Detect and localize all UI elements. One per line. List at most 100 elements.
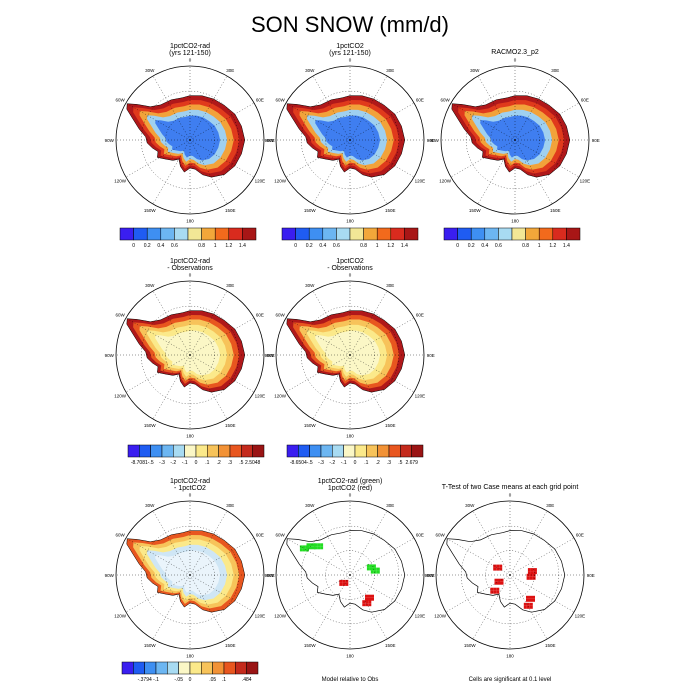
grid-cell: [496, 587, 500, 591]
meridian: [450, 102, 516, 141]
grid-cell: [306, 546, 310, 550]
grid-cell: [526, 602, 530, 606]
longitude-label: 120W: [274, 613, 287, 618]
meridian: [285, 139, 351, 178]
longitude-label: 150E: [225, 208, 236, 213]
longitude-label: 0: [189, 272, 192, 277]
colorbar-label: 2.679: [405, 460, 418, 466]
longitude-label: 150W: [144, 208, 157, 213]
grid-cell: [312, 543, 316, 547]
meridian: [152, 510, 191, 576]
grid-cell: [320, 546, 324, 550]
grid-cell: [362, 600, 366, 604]
meridian: [152, 139, 191, 205]
coastline: [286, 95, 406, 178]
colorbar-label: 0: [294, 243, 297, 249]
colorbar-label: 0.2: [144, 243, 151, 249]
meridian: [285, 574, 351, 613]
colorbar-swatch: [207, 444, 219, 458]
meridian: [349, 75, 388, 141]
colorbar-label: 0: [456, 243, 459, 249]
meridian: [152, 354, 191, 420]
colorbar-swatch: [174, 227, 189, 241]
grid-cell: [490, 587, 494, 591]
meridian: [152, 574, 191, 640]
grid-cell: [365, 600, 369, 604]
longitude-label: 150E: [550, 208, 561, 213]
colorbar-swatch: [155, 661, 168, 675]
colorbar-label: .5: [239, 460, 243, 466]
grid-cell: [500, 578, 504, 582]
colorbar-swatch: [377, 444, 390, 458]
meridian: [189, 317, 255, 356]
colorbar-swatch: [195, 444, 208, 458]
grid-cell: [499, 567, 503, 571]
colorbar-swatch: [511, 227, 526, 241]
longitude-label: 150W: [304, 643, 317, 648]
colorbar-swatch: [498, 227, 513, 241]
longitude-label: 150E: [545, 643, 556, 648]
longitude-label: 150E: [385, 208, 396, 213]
grid-cell: [523, 605, 527, 609]
grid-cell: [496, 567, 500, 571]
grid-cell: [342, 579, 346, 583]
meridian: [514, 139, 580, 178]
grid-cell: [342, 582, 346, 586]
colorbar-swatch: [189, 661, 202, 675]
longitude-label: 90E: [267, 573, 275, 578]
meridian: [189, 537, 255, 576]
panel-subtitle: 1pctCO2 (red): [328, 485, 372, 492]
colorbar-swatch: [146, 227, 162, 241]
grid-cell: [373, 570, 377, 574]
longitude-label: 120E: [415, 178, 426, 183]
meridian: [312, 510, 351, 576]
longitude-label: 150W: [304, 208, 317, 213]
longitude-label: 30E: [226, 503, 234, 508]
grid-cell: [493, 587, 497, 591]
colorbar-label: -.3: [159, 460, 165, 466]
panel-2: 1pctCO2(yrs 121-150)030E60E90E120E150E18…: [265, 43, 435, 249]
colorbar-label: 0: [195, 460, 198, 466]
longitude-label: 60E: [576, 533, 584, 538]
meridian: [312, 139, 351, 205]
meridian: [189, 102, 255, 141]
grid-cell: [373, 567, 377, 571]
colorbar-swatch: [150, 444, 163, 458]
longitude-label: 120E: [575, 613, 586, 618]
colorbar-label: -.3794: [138, 677, 152, 683]
coastline: [451, 95, 571, 178]
longitude-label: 0: [514, 57, 517, 62]
grid-cell: [526, 605, 530, 609]
colorbar-swatch: [470, 227, 486, 241]
meridian: [189, 290, 228, 356]
colorbar-swatch: [173, 444, 185, 458]
field-band: [155, 550, 221, 596]
grid-cell: [532, 573, 536, 577]
longitude-label: 30W: [305, 68, 315, 73]
colorbar-swatch: [332, 444, 344, 458]
grid-cell: [533, 571, 537, 575]
grid-cell: [320, 543, 324, 547]
grid-cell: [371, 597, 374, 601]
meridian: [349, 354, 415, 393]
meridian: [477, 75, 516, 141]
colorbar-swatch: [201, 227, 216, 241]
colorbar-swatch: [538, 227, 554, 241]
longitude-label: 90W: [265, 353, 275, 358]
colorbar-label: -.3: [318, 460, 324, 466]
longitude-label: 120E: [255, 393, 266, 398]
colorbar-swatch: [404, 227, 419, 241]
longitude-label: 90W: [425, 573, 435, 578]
colorbar-label: .2: [217, 460, 221, 466]
colorbar-label: -.1: [341, 460, 347, 466]
panel-7: 1pctCO2-rad (green)1pctCO2 (red)0 30E 60E 9…: [265, 478, 435, 683]
longitude-label: 180: [506, 654, 514, 659]
grid-cell: [527, 571, 531, 575]
colorbar-swatch: [133, 661, 145, 675]
grid-cell: [362, 603, 366, 607]
colorbar-swatch: [552, 227, 567, 241]
coastline: [446, 530, 566, 613]
colorbar-label: -8.6504: [290, 460, 307, 466]
longitude-label: 0: [349, 57, 352, 62]
longitude-label: 180: [346, 219, 354, 224]
